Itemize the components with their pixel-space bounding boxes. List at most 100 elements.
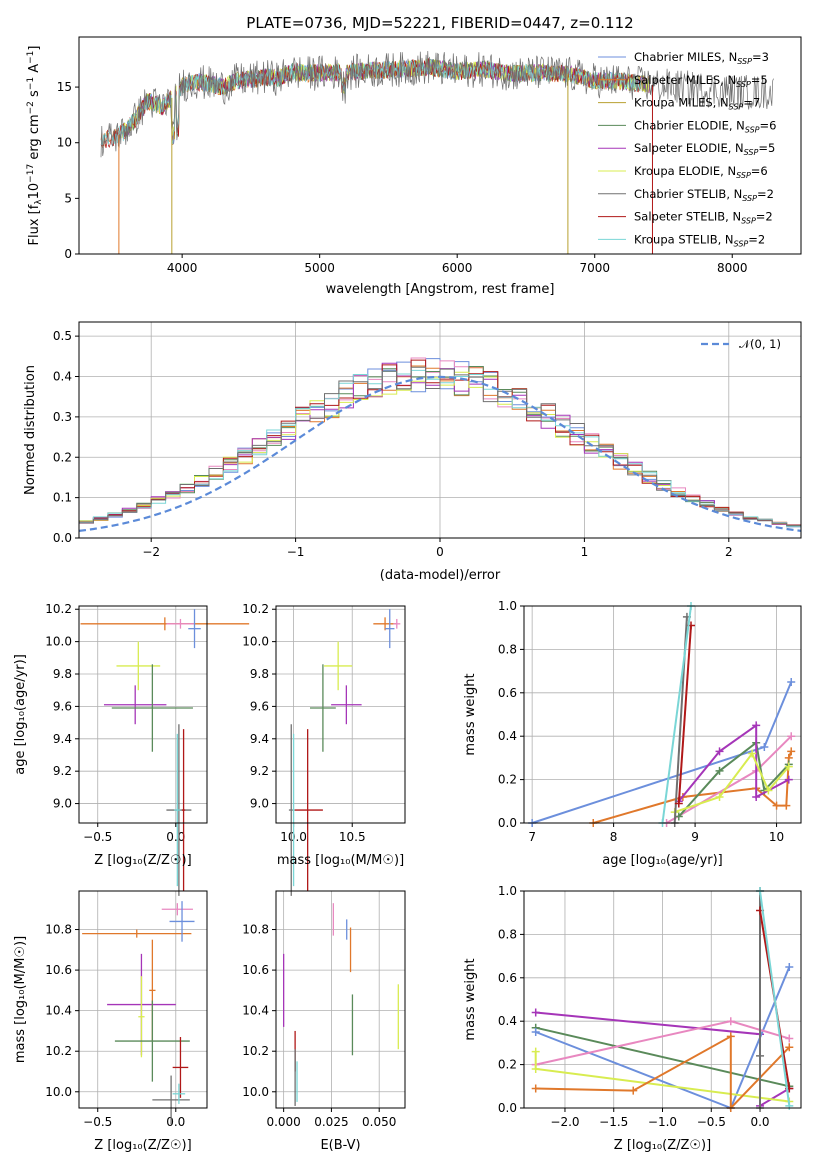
y-tick-label: 10.8	[45, 923, 72, 937]
label-part: SSP	[736, 80, 751, 89]
x-tick-label: 0.0	[166, 1115, 185, 1129]
x-tick-label: 1	[581, 545, 589, 559]
label-part: Chabrier ELODIE, N	[634, 118, 745, 132]
x-tick-label: 0.000	[266, 1115, 300, 1129]
x-tick-label: 8000	[717, 261, 748, 275]
age_vs_Z-frame	[78, 605, 208, 824]
y-axis-label: Flux [fλ10−17 erg cm−2 s−1 A−1]	[26, 46, 44, 246]
weight-line-kroupa_stelib	[759, 890, 791, 1106]
age_vs_Z-axes: −0.5 0.0 9.0 9.2 9.4 9.6 9.8 10.0 10.2	[45, 602, 207, 844]
y-tick-label: 0	[64, 247, 72, 261]
marker-plus	[531, 1047, 540, 1056]
marker-plus	[787, 747, 796, 756]
x-axis-label: wavelength [Angstrom, rest frame]	[326, 282, 555, 297]
x-tick-label: −1.0	[648, 1115, 677, 1129]
y-tick-label: 10.6	[242, 963, 269, 977]
legend-label: Kroupa ELODIE, NSSP=6	[634, 164, 768, 180]
marker-plus	[785, 962, 794, 971]
y-tick-label: 10.2	[242, 602, 269, 616]
y-axis-label: mass weight	[463, 958, 478, 1040]
x-tick-label: 6000	[442, 261, 473, 275]
y-tick-label: 10.0	[45, 1085, 72, 1099]
y-tick-label: 5	[64, 191, 72, 205]
figure-title: PLATE=0736, MJD=52221, FIBERID=0447, z=0…	[246, 14, 633, 32]
spectrum-axes: 4000 5000 6000 7000 8000 0 5 10 15	[57, 80, 748, 275]
spectrum-frame	[78, 36, 802, 255]
x-tick-label: 10.5	[339, 830, 366, 844]
x-tick-label: 0.0	[166, 830, 185, 844]
label-part: =5	[758, 141, 775, 155]
weight-line-salpeter_stelib	[677, 625, 692, 804]
label-part: SSP	[736, 171, 751, 180]
y-tick-label: 0.2	[53, 450, 72, 464]
x-tick-label: −1.5	[599, 1115, 628, 1129]
y-tick-label: 9.0	[250, 797, 269, 811]
y-tick-label: 9.2	[53, 764, 72, 778]
y-tick-label: 0.4	[498, 729, 517, 743]
mass_vs_Z-axes: −0.5 0.0 10.0 10.2 10.4 10.6 10.8	[45, 891, 207, 1129]
label-part: SSP	[741, 217, 756, 226]
x-axis-label: E(B-V)	[320, 1138, 360, 1153]
weight_vs_Z-frame	[523, 890, 802, 1109]
legend-label: 𝒩(0, 1)	[739, 337, 781, 351]
mass_vs_ebv-errorbars	[282, 903, 399, 1106]
y-tick-label: 9.0	[53, 797, 72, 811]
label-part: s	[27, 90, 42, 101]
marker-plus	[760, 743, 769, 752]
legend-label: Salpeter ELODIE, NSSP=5	[634, 141, 775, 157]
marker-plus	[756, 1051, 765, 1060]
y-tick-label: 10.4	[242, 1004, 269, 1018]
label-part: −17	[26, 164, 36, 183]
legend-label: Chabrier MILES, NSSP=3	[634, 50, 769, 66]
marker-plus	[752, 792, 761, 801]
label-part: ]	[27, 46, 42, 51]
y-tick-label: 0.8	[498, 927, 517, 941]
marker-plus	[782, 801, 791, 810]
y-axis-label: Normed distribution	[23, 365, 38, 495]
label-part: SSP	[744, 148, 759, 157]
weight-line-kroupa_stelib	[661, 605, 692, 824]
x-axis-label: age [log₁₀(age/yr)]	[602, 853, 723, 868]
y-tick-label: 10.8	[242, 923, 269, 937]
marker-plus	[531, 1084, 540, 1093]
histograms	[79, 357, 801, 532]
age_vs_mass-axes: 10.0 10.59.09.29.49.69.810.010.2	[242, 602, 405, 844]
label-part: Chabrier MILES, N	[634, 50, 737, 64]
marker-plus	[772, 801, 781, 810]
weight_vs_Z-axes: −2.0 −1.5 −1.0 −0.5 0.0 0.0 0.2 0.4 0.6 0.8 1.0	[498, 884, 801, 1129]
y-tick-label: 15	[57, 80, 72, 94]
marker-plus	[785, 1034, 794, 1043]
y-axis-label: age [log₁₀(age/yr)]	[13, 654, 28, 775]
y-tick-label: 0.2	[498, 1058, 517, 1072]
legend-label: Chabrier ELODIE, NSSP=6	[634, 118, 776, 134]
age_vs_Z-errorbars	[80, 609, 250, 896]
residuals-frame	[78, 321, 802, 539]
label-part: SSP	[745, 125, 760, 134]
x-axis-label: Z [log₁₀(Z/Z☉)]	[94, 1138, 191, 1153]
y-tick-label: 0.4	[498, 1014, 517, 1028]
label-part: Kroupa ELODIE, N	[634, 164, 736, 178]
y-tick-label: 9.8	[53, 667, 72, 681]
weight_vs_age-frame	[523, 605, 802, 824]
y-tick-label: 10.0	[45, 635, 72, 649]
marker-plus	[674, 812, 683, 821]
label-part: Flux [f	[27, 204, 42, 245]
label-part: 10	[27, 183, 42, 200]
x-tick-label: 0.050	[362, 1115, 396, 1129]
label-part: erg cm	[27, 114, 42, 163]
x-tick-label: 5000	[304, 261, 335, 275]
y-tick-label: 0.2	[498, 773, 517, 787]
label-part: =3	[752, 50, 769, 64]
label-part: =2	[757, 187, 774, 201]
x-axis-label: (data-model)/error	[380, 568, 501, 583]
x-tick-label: 4000	[167, 261, 198, 275]
marker-plus	[715, 792, 724, 801]
x-tick-label: 9	[691, 830, 699, 844]
y-tick-label: 9.2	[250, 764, 269, 778]
marker-plus	[764, 786, 773, 795]
label-part: Kroupa MILES, N	[634, 96, 729, 110]
x-tick-label: 10	[769, 830, 784, 844]
y-tick-label: 0.3	[53, 410, 72, 424]
y-axis-label: mass [log₁₀(M/M☉)]	[13, 936, 28, 1063]
